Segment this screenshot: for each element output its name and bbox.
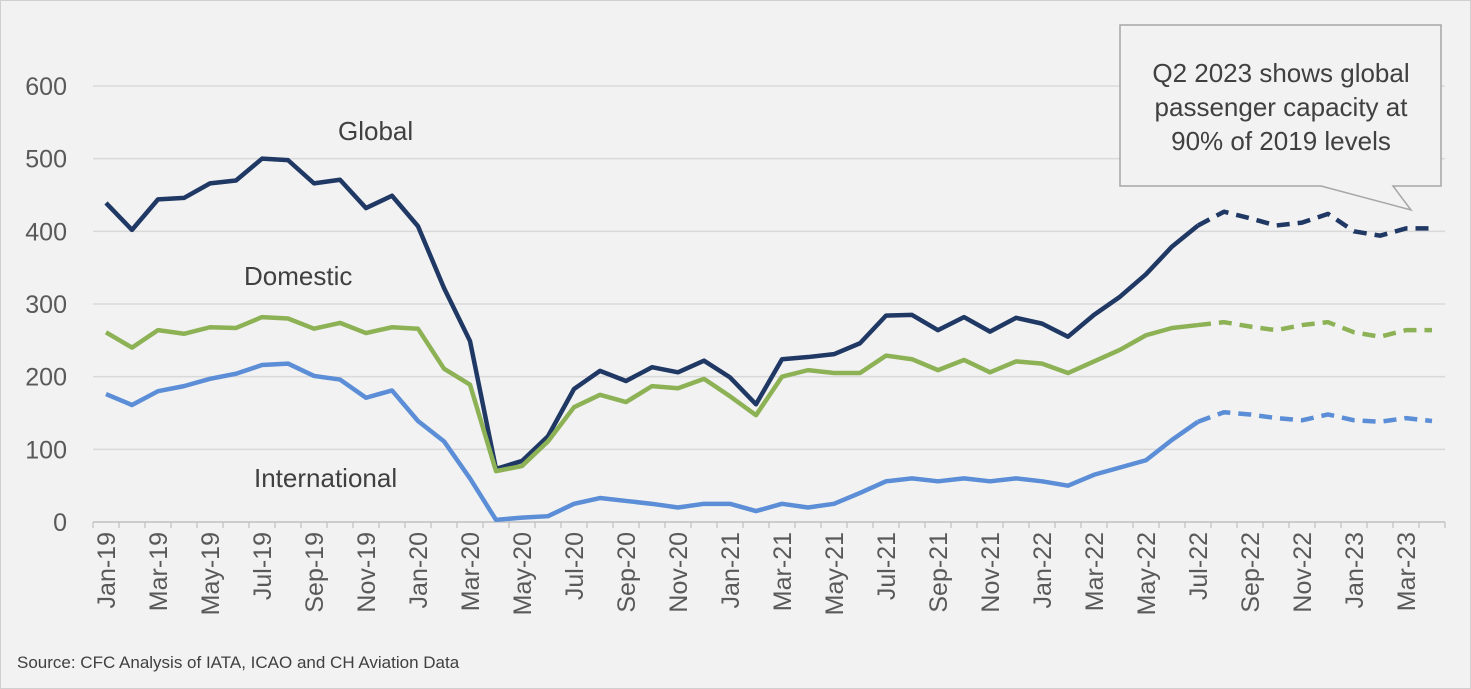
series-line-domestic-projected bbox=[1197, 319, 1432, 339]
callout-line-3: 90% of 2019 levels bbox=[1171, 126, 1391, 156]
x-tick-label: Jul-19 bbox=[249, 532, 277, 600]
x-tick-label: Nov-20 bbox=[665, 532, 693, 613]
y-axis: 0 100 200 300 400 500 600 bbox=[25, 73, 67, 537]
y-tick-label: 0 bbox=[53, 509, 67, 537]
x-tick-label: Mar-23 bbox=[1393, 532, 1421, 611]
x-tick-label: Jan-20 bbox=[405, 532, 433, 608]
x-tick-label: Nov-19 bbox=[353, 532, 381, 613]
y-tick-label: 100 bbox=[25, 436, 67, 464]
annotation-callout: Q2 2023 shows global passenger capacity … bbox=[1119, 24, 1442, 212]
y-tick-label: 600 bbox=[25, 73, 67, 101]
x-tick-label: Nov-22 bbox=[1289, 532, 1317, 613]
series-line-international bbox=[105, 361, 1200, 523]
series-line-global bbox=[104, 156, 1200, 472]
x-tick-label: Sep-20 bbox=[613, 532, 641, 613]
x-tick-label: Jul-21 bbox=[873, 532, 901, 600]
series-label-international: International bbox=[254, 463, 397, 493]
y-tick-label: 200 bbox=[25, 364, 67, 392]
x-tick-label: Mar-19 bbox=[145, 532, 173, 611]
x-tick-label: Jul-20 bbox=[561, 532, 589, 600]
series-label-domestic: Domestic bbox=[244, 261, 352, 291]
x-tick-label: Sep-19 bbox=[301, 532, 329, 613]
source-note: Source: CFC Analysis of IATA, ICAO and C… bbox=[17, 653, 460, 672]
x-tick-label: Mar-22 bbox=[1081, 532, 1109, 611]
x-tick-label: Sep-22 bbox=[1237, 532, 1265, 613]
x-tick-label: Mar-20 bbox=[457, 532, 485, 611]
x-tick-label: May-21 bbox=[821, 532, 849, 615]
x-tick-label: Jan-23 bbox=[1341, 532, 1369, 608]
series-lines bbox=[104, 156, 1433, 523]
x-tick-label: Jan-22 bbox=[1029, 532, 1057, 608]
x-tick-label: May-22 bbox=[1133, 532, 1161, 615]
x-tick-label: Nov-21 bbox=[977, 532, 1005, 613]
x-tick-label: May-20 bbox=[509, 532, 537, 615]
series-line-global-projected bbox=[1196, 209, 1432, 238]
callout-line-2: passenger capacity at bbox=[1155, 92, 1409, 122]
x-tick-label: Jan-19 bbox=[93, 532, 121, 608]
callout-line-1: Q2 2023 shows global bbox=[1152, 58, 1409, 88]
callout-box bbox=[1119, 24, 1442, 212]
series-line-domestic bbox=[104, 314, 1199, 474]
y-tick-label: 300 bbox=[25, 291, 67, 319]
y-tick-label: 500 bbox=[25, 146, 67, 174]
y-tick-label: 400 bbox=[25, 218, 67, 246]
x-tick-label: Jan-21 bbox=[717, 532, 745, 608]
x-tick-label: Sep-21 bbox=[925, 532, 953, 613]
series-line-international-projected bbox=[1197, 410, 1433, 424]
series-label-global: Global bbox=[338, 116, 413, 146]
x-axis: Jan-19 Mar-19 May-19 Jul-19 Sep-19 Nov-19 Jan-… bbox=[92, 521, 1446, 615]
x-tick-label: Mar-21 bbox=[769, 532, 797, 611]
x-tick-label: May-19 bbox=[197, 532, 225, 615]
x-tick-label: Jul-22 bbox=[1185, 532, 1213, 600]
